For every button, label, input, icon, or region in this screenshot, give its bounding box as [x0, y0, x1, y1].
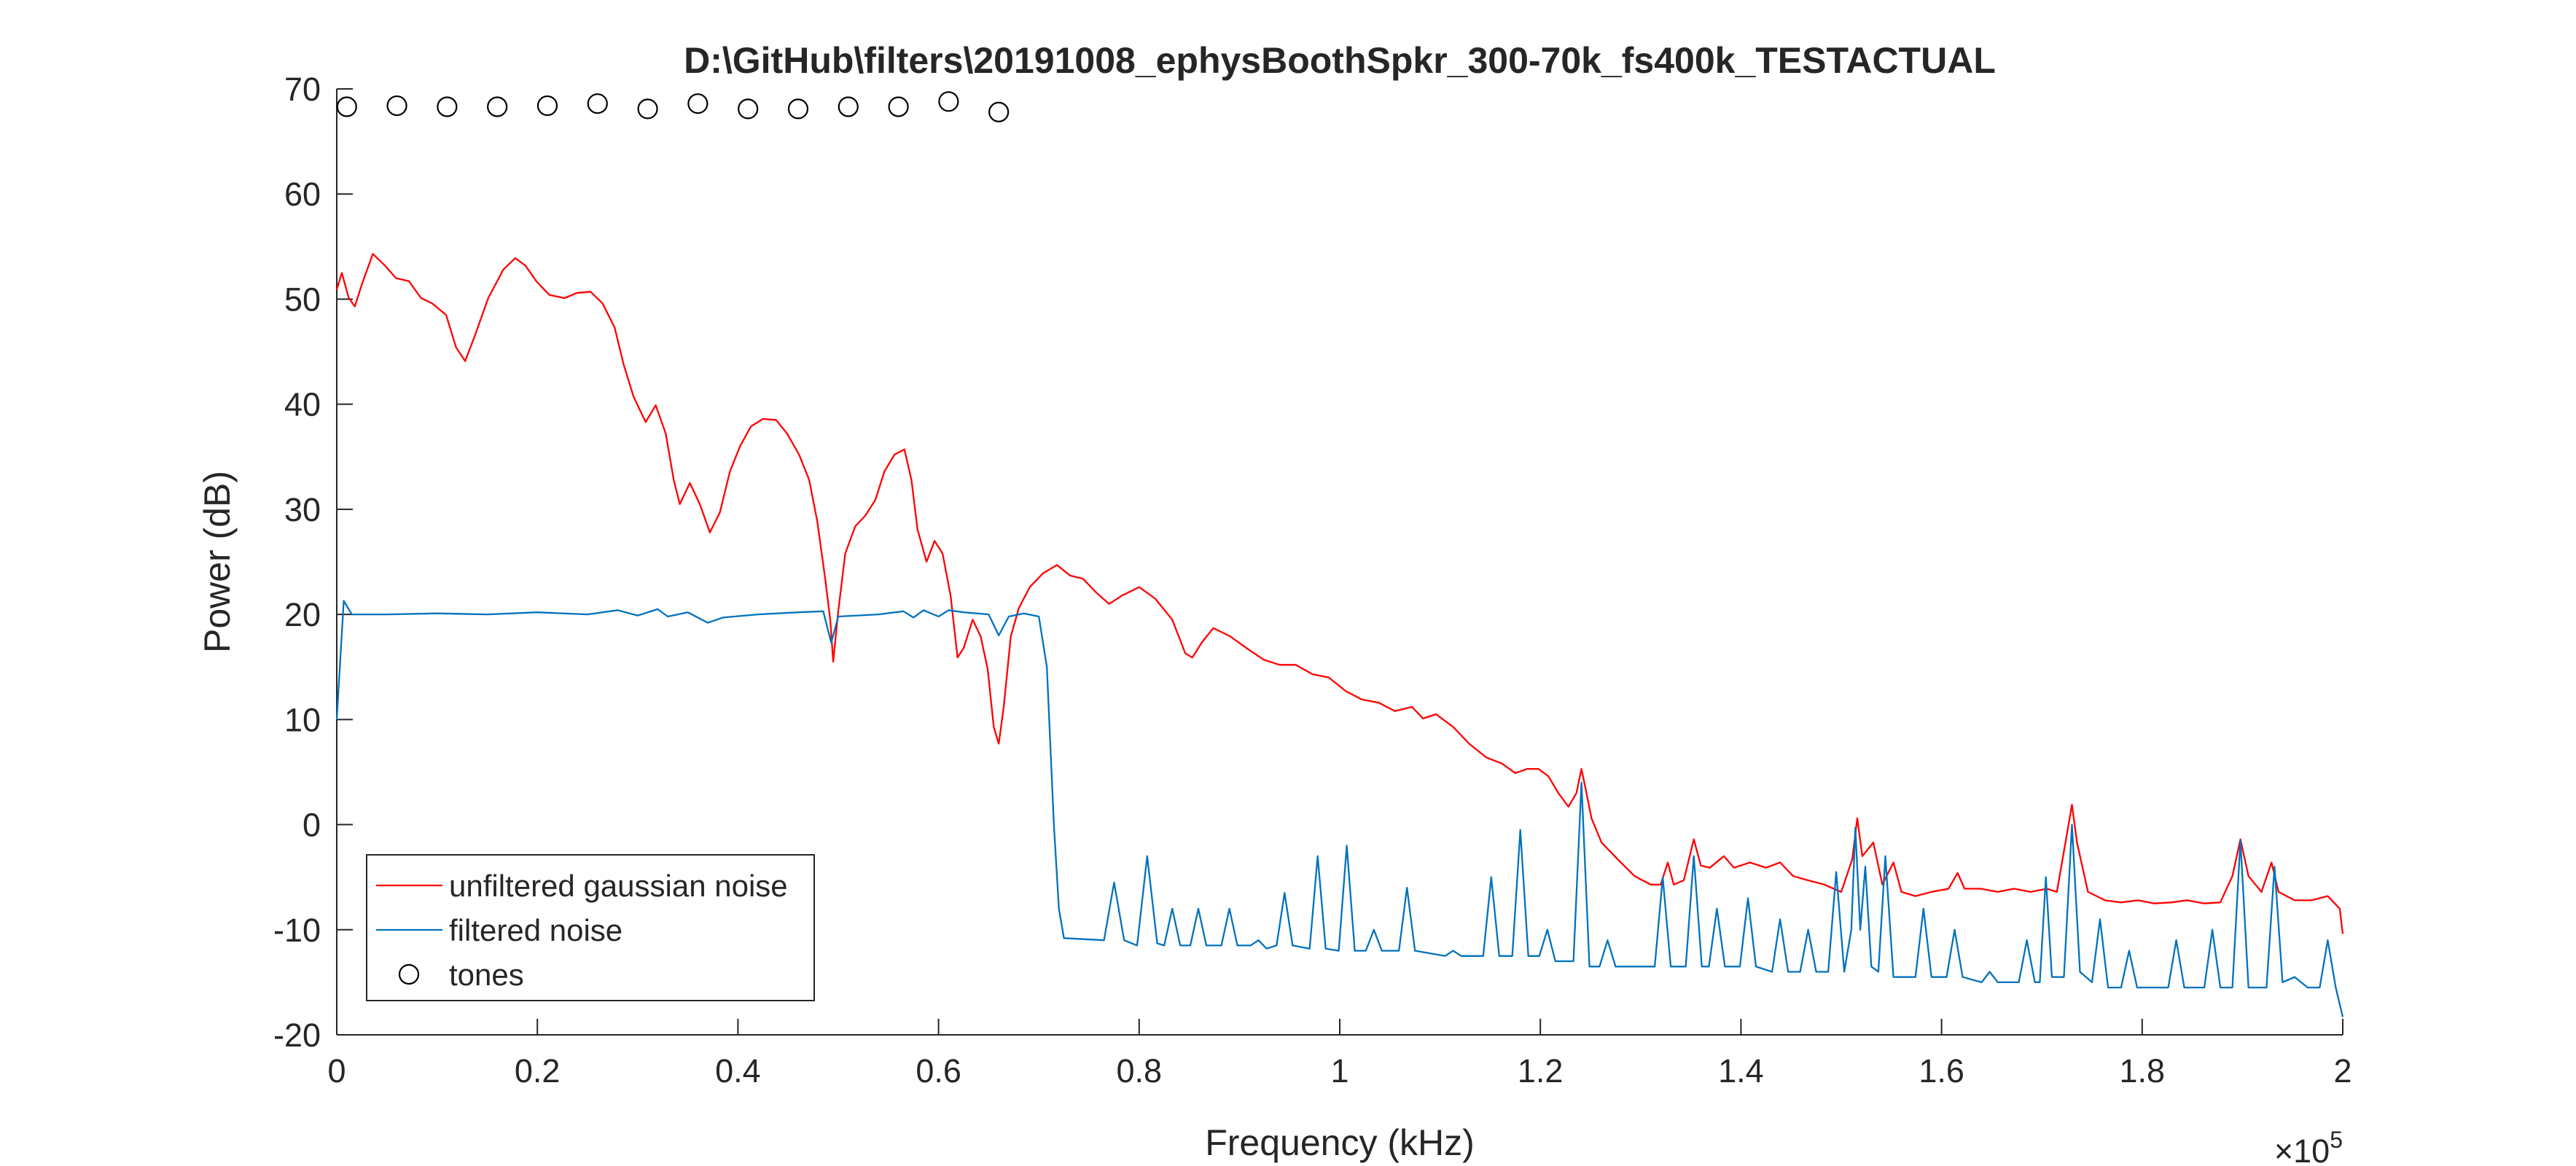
- tone-marker: [888, 96, 909, 117]
- tone-marker: [687, 93, 709, 114]
- tone-marker: [536, 95, 558, 117]
- legend-box: [366, 854, 815, 1001]
- tone-marker: [787, 98, 809, 120]
- x-tick-label: 1.2: [1518, 1052, 1564, 1089]
- x-tick-label: 1: [1330, 1052, 1349, 1089]
- x-axis-label: Frequency (kHz): [1205, 1122, 1475, 1163]
- y-tick-label: -20: [273, 1017, 321, 1054]
- x-tick-label: 2: [2333, 1052, 2351, 1089]
- legend-label: tones: [449, 958, 524, 992]
- x-tick-label: 0.4: [715, 1052, 761, 1089]
- tone-marker: [738, 98, 759, 120]
- y-tick-label: 70: [284, 71, 321, 108]
- tone-marker: [838, 96, 859, 117]
- tone-marker: [988, 101, 1010, 122]
- x-multiplier-base: ×10: [2274, 1132, 2330, 1166]
- legend-marker: [398, 963, 420, 985]
- y-tick-label: 20: [284, 596, 321, 633]
- legend: unfiltered gaussian noise filtered noise t…: [366, 854, 815, 1001]
- legend-label: unfiltered gaussian noise: [449, 869, 788, 903]
- x-tick-label: 1.8: [2120, 1052, 2166, 1089]
- tone-marker: [487, 96, 508, 117]
- y-tick-label: 10: [284, 701, 321, 738]
- y-tick-label: 40: [284, 386, 321, 423]
- x-tick-label: 1.4: [1718, 1052, 1764, 1089]
- x-multiplier-exponent: 5: [2330, 1127, 2343, 1153]
- tone-marker: [587, 93, 608, 114]
- x-tick-label: 1.6: [1919, 1052, 1964, 1089]
- y-tick-label: 60: [284, 176, 321, 213]
- x-tick-label: 0.6: [916, 1052, 961, 1089]
- chart-title: D:\GitHub\filters\20191008_ephysBoothSpk…: [684, 40, 1996, 81]
- tone-marker: [938, 91, 959, 112]
- series-line: [335, 253, 2344, 934]
- y-tick-label: -10: [273, 912, 321, 949]
- tone-marker: [437, 96, 458, 117]
- y-axis-label: Power (dB): [197, 471, 238, 653]
- x-tick-label: 0.2: [515, 1052, 561, 1089]
- y-tick-label: 0: [303, 807, 321, 844]
- tone-marker: [637, 98, 658, 120]
- tone-marker: [386, 95, 407, 117]
- tone-marker: [336, 96, 357, 117]
- x-multiplier: ×105: [2274, 1127, 2343, 1166]
- x-tick-label: 0: [327, 1052, 346, 1089]
- y-tick-label: 30: [284, 491, 321, 528]
- series-line: [335, 600, 2344, 1017]
- y-tick-label: 50: [284, 281, 321, 318]
- x-tick-label: 0.8: [1117, 1052, 1163, 1089]
- legend-label: filtered noise: [449, 913, 622, 947]
